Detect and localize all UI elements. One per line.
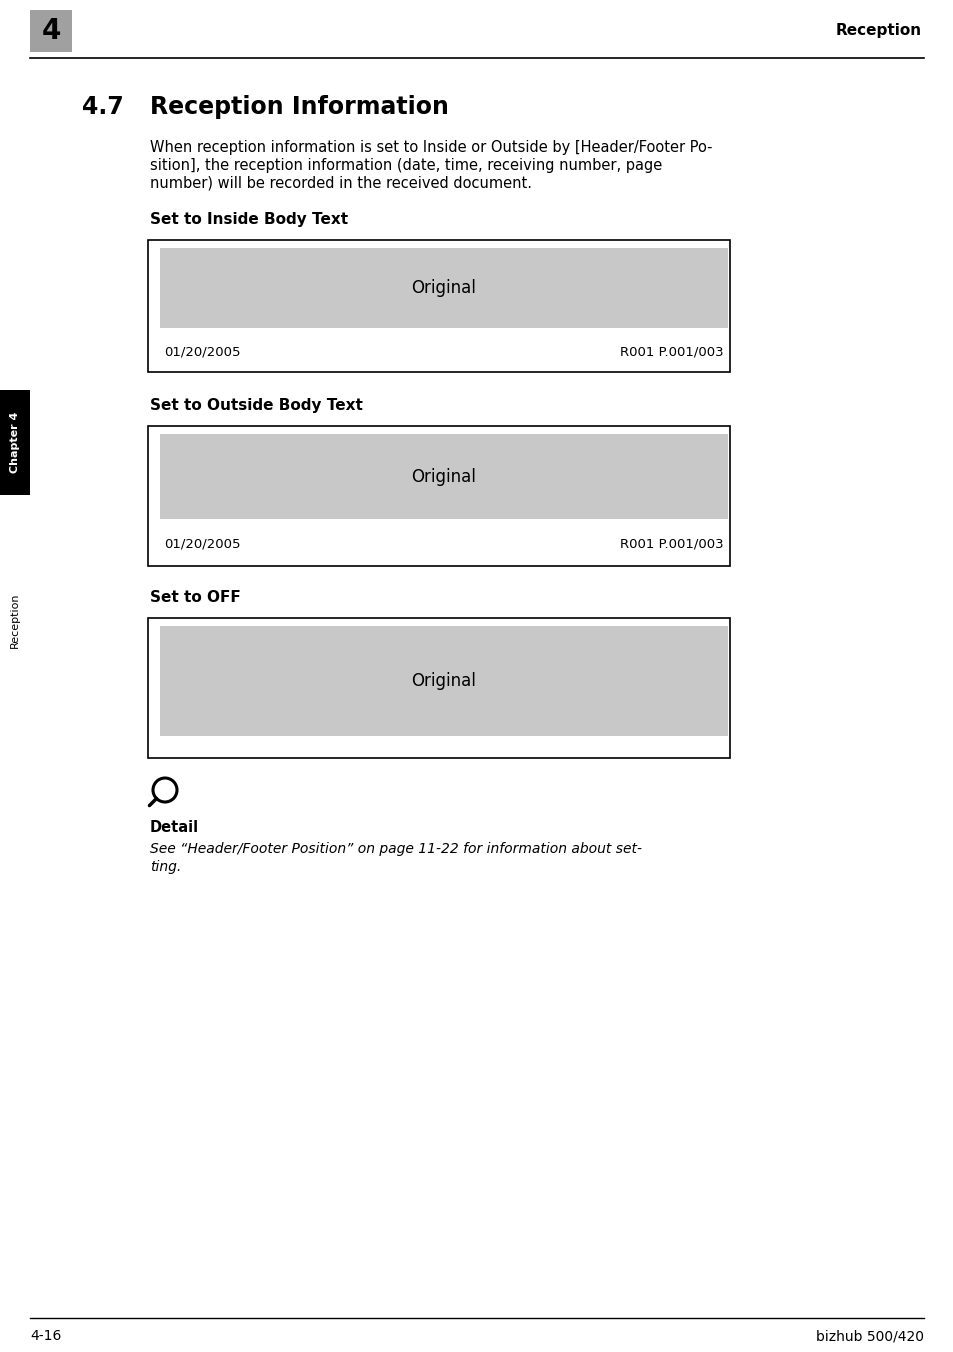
Text: Set to Outside Body Text: Set to Outside Body Text: [150, 397, 362, 412]
Bar: [160, 626, 727, 735]
Bar: [148, 618, 729, 758]
Text: Reception: Reception: [835, 23, 921, 38]
Text: 4.7: 4.7: [82, 95, 124, 119]
Text: When reception information is set to Inside or Outside by [Header/Footer Po-: When reception information is set to Ins…: [150, 141, 712, 155]
Bar: [160, 247, 727, 329]
Text: number) will be recorded in the received document.: number) will be recorded in the received…: [150, 176, 532, 191]
Text: Reception: Reception: [10, 592, 20, 648]
Bar: [30, 9, 71, 51]
Text: Set to OFF: Set to OFF: [150, 589, 240, 604]
Text: Detail: Detail: [150, 821, 199, 836]
Text: Chapter 4: Chapter 4: [10, 412, 20, 473]
Text: 4-16: 4-16: [30, 1329, 61, 1343]
Text: 01/20/2005: 01/20/2005: [164, 538, 240, 550]
Text: sition], the reception information (date, time, receiving number, page: sition], the reception information (date…: [150, 158, 661, 173]
Text: bizhub 500/420: bizhub 500/420: [815, 1329, 923, 1343]
Text: Original: Original: [411, 468, 476, 485]
Text: 01/20/2005: 01/20/2005: [164, 346, 240, 358]
Text: Original: Original: [411, 672, 476, 690]
Text: R001 P.001/003: R001 P.001/003: [619, 538, 723, 550]
Text: R001 P.001/003: R001 P.001/003: [619, 346, 723, 358]
Text: 4: 4: [41, 18, 61, 45]
Text: ting.: ting.: [150, 860, 181, 873]
Bar: [148, 426, 729, 566]
Text: See “Header/Footer Position” on page 11-22 for information about set-: See “Header/Footer Position” on page 11-…: [150, 842, 641, 856]
Text: Original: Original: [411, 279, 476, 297]
Bar: [148, 241, 729, 372]
Text: Set to Inside Body Text: Set to Inside Body Text: [150, 212, 348, 227]
Text: Reception Information: Reception Information: [150, 95, 449, 119]
Bar: [0, 389, 30, 495]
Bar: [160, 434, 727, 519]
